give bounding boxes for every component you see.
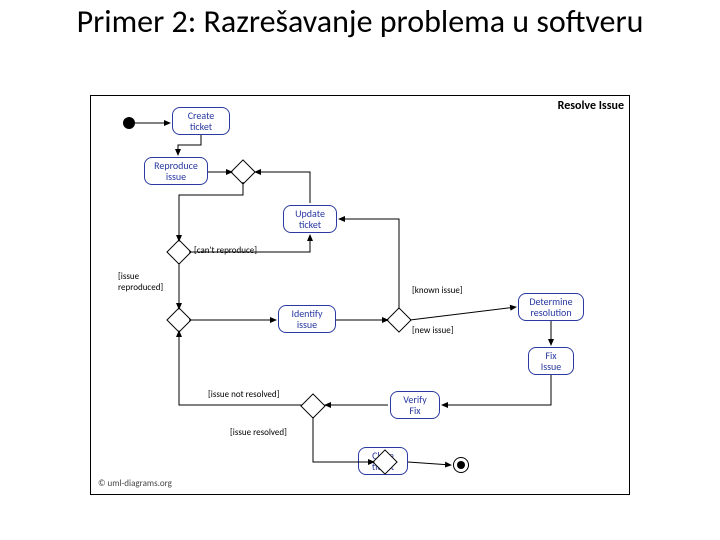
activity-diagram: Resolve Issue Createticket Reproduceissu…: [90, 95, 630, 495]
guard-new-issue: [new issue]: [412, 325, 453, 336]
initial-node: [123, 117, 135, 129]
activity-label: Createticket: [188, 110, 215, 132]
activity-label: Determineresolution: [529, 296, 572, 318]
activity-fix-issue: FixIssue: [528, 347, 574, 375]
guard-issue-resolved: [issue resolved]: [230, 427, 287, 438]
frame-title: Resolve Issue: [558, 99, 624, 113]
activity-label: FixIssue: [541, 350, 562, 372]
guard-issue-not-resolved: [issue not resolved]: [208, 389, 279, 400]
copyright: © uml-diagrams.org: [98, 478, 172, 489]
activity-verify-fix: VerifyFix: [390, 391, 440, 419]
activity-label: Updateticket: [295, 208, 325, 230]
activity-reproduce-issue: Reproduceissue: [144, 157, 208, 185]
activity-identify-issue: Identifyissue: [278, 305, 336, 333]
activity-label: VerifyFix: [403, 394, 427, 416]
activity-update-ticket: Updateticket: [283, 205, 337, 233]
activity-create-ticket: Createticket: [172, 107, 230, 135]
final-node: [453, 457, 469, 473]
activity-determine-resolution: Determineresolution: [518, 293, 584, 321]
guard-cant-reproduce: [can't reproduce]: [194, 245, 257, 256]
guard-known-issue: [known issue]: [412, 285, 463, 296]
page-title: Primer 2: Razrešavanje problema u softve…: [0, 4, 720, 41]
activity-label: Identifyissue: [291, 308, 322, 330]
guard-issue-reproduced: [issuereproduced]: [118, 271, 163, 293]
activity-label: Reproduceissue: [154, 160, 198, 182]
